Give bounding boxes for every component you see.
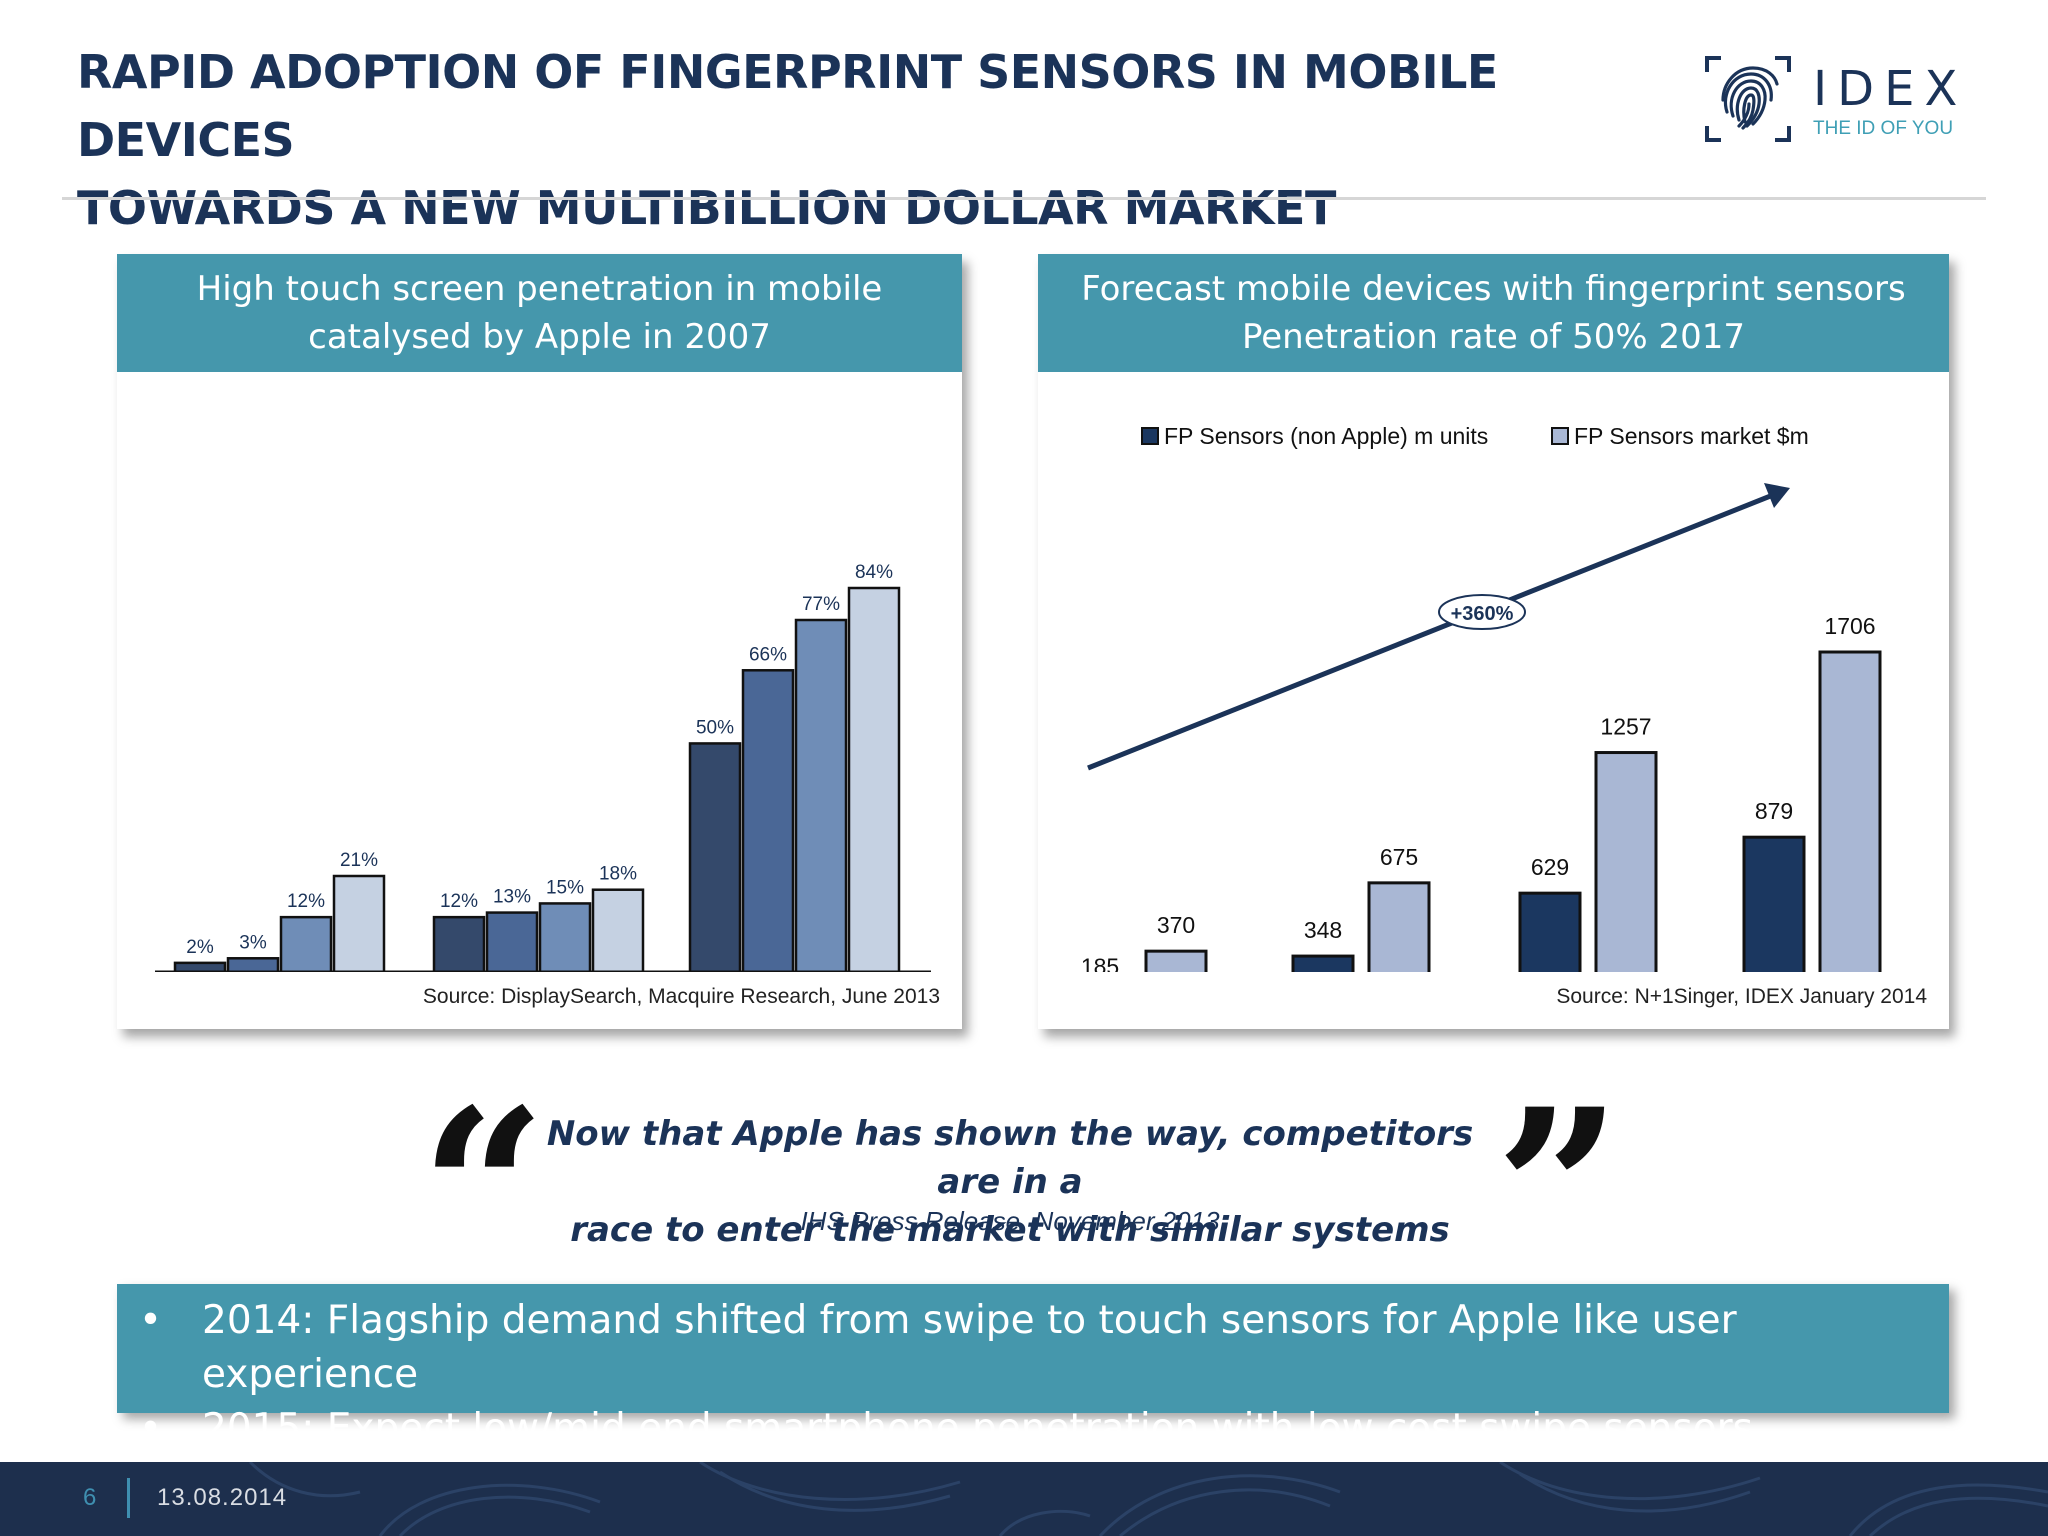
- key-point: 2015: Expect low/mid end smartphone pene…: [117, 1402, 1949, 1456]
- fingerprint-forecast-chart: 1853702014E3486752015E62912572016E879170…: [1081, 423, 1882, 972]
- quote-text: Now that Apple has shown the way, compet…: [510, 1110, 1510, 1254]
- data-label: 84%: [855, 562, 893, 583]
- fingerprint-forecast-panel: Forecast mobile devices with fingerprint…: [1038, 254, 1949, 1029]
- logo-wordmark: IDEX: [1813, 61, 1968, 117]
- data-label: 3%: [239, 932, 267, 953]
- data-label: 66%: [749, 644, 787, 665]
- bar-mobile-phone-2012: [741, 669, 795, 972]
- fingerprint-forecast-source: Source: N+1Singer, IDEX January 2014: [1556, 985, 1927, 1008]
- title-divider: [62, 197, 1986, 200]
- data-label: 15%: [546, 877, 584, 898]
- data-label: 879: [1755, 798, 1793, 824]
- key-points-box: 2014: Flagship demand shifted from swipe…: [117, 1284, 1949, 1456]
- bar-mobile-phone-2014: [847, 586, 901, 972]
- bar-2017E-series-1: [1742, 835, 1806, 972]
- data-label: 18%: [599, 864, 637, 885]
- growth-arrow-line: [1087, 490, 1779, 771]
- page-number: 6: [83, 1484, 97, 1511]
- bar-2014E-series-2: [1144, 949, 1208, 972]
- footer-date: 13.08.2014: [157, 1484, 288, 1511]
- data-label: 21%: [340, 850, 378, 871]
- bar-notebook-2014: [332, 874, 386, 972]
- data-label: 2%: [186, 937, 214, 958]
- growth-arrow-head-icon: [1764, 483, 1790, 508]
- legend-label: FP Sensors (non Apple) m units: [1164, 423, 1488, 449]
- quote-block: “ ” Now that Apple has shown the way, co…: [420, 1080, 1630, 1300]
- fingerprint-forecast-header-line-2: Penetration rate of 50% 2017: [1241, 317, 1746, 357]
- open-quote-icon: “: [420, 1060, 547, 1319]
- bar-notebook-2013: [279, 915, 333, 972]
- legend-label: FP Sensors market $m: [1574, 423, 1809, 449]
- touch-penetration-chart: 2%3%12%21%Notebook12%13%15%18%All-in-one…: [155, 562, 931, 972]
- key-point: 2014: Flagship demand shifted from swipe…: [117, 1294, 1949, 1402]
- slide-title-line-1: RAPID ADOPTION OF FINGERPRINT SENSORS IN…: [77, 45, 1498, 167]
- fingerprint-forecast-header-line-1: Forecast mobile devices with fingerprint…: [1081, 269, 1906, 309]
- bar-2016E-series-2: [1594, 751, 1658, 972]
- bar-all-in-one-2012: [485, 911, 539, 972]
- idex-logo: IDEX THE ID OF YOU: [1703, 54, 1957, 144]
- data-label: 185: [1081, 954, 1119, 972]
- logo-tagline: THE ID OF YOU: [1813, 118, 1954, 139]
- data-label: 50%: [696, 717, 734, 738]
- slide-footer: 6 13.08.2014: [0, 1462, 2048, 1536]
- data-label: 629: [1531, 854, 1569, 880]
- legend-swatch-series-1: [1141, 427, 1159, 445]
- quote-line-2: race to enter the market with similar sy…: [570, 1210, 1450, 1250]
- bar-2015E-series-1: [1291, 954, 1355, 972]
- fingerprint-forecast-header: Forecast mobile devices with fingerprint…: [1038, 254, 1949, 372]
- quote-citation: IHS Press Release, November 2013: [800, 1206, 1220, 1236]
- growth-annotation-oval: [1438, 594, 1526, 630]
- bar-notebook-2012: [226, 957, 280, 972]
- slide-title-line-2: TOWARDS A NEW MULTIBILLION DOLLAR MARKET: [77, 181, 1336, 235]
- touch-penetration-source: Source: DisplaySearch, Macquire Research…: [422, 985, 940, 1008]
- touch-penetration-panel: High touch screen penetration in mobile …: [117, 254, 962, 1029]
- close-quote-icon: ”: [1495, 1060, 1622, 1319]
- bar-mobile-phone-2013: [794, 618, 848, 972]
- legend-swatch-series-2: [1551, 427, 1569, 445]
- data-label: 675: [1380, 844, 1418, 870]
- data-label: 370: [1157, 912, 1195, 938]
- bar-all-in-one-2013: [538, 902, 592, 972]
- bar-2017E-series-2: [1818, 650, 1882, 972]
- footer-separator: [127, 1478, 130, 1518]
- bar-all-in-one-2014: [591, 888, 645, 972]
- growth-annotation: +360%: [1451, 603, 1514, 625]
- data-label: 1257: [1600, 714, 1651, 740]
- data-label: 1706: [1824, 613, 1875, 639]
- data-label: 348: [1304, 917, 1342, 943]
- bar-2015E-series-2: [1367, 881, 1431, 972]
- fingerprint-icon: [1705, 56, 1791, 142]
- bar-all-in-one-2011: [432, 915, 486, 972]
- data-label: 13%: [493, 887, 531, 908]
- touch-penetration-header-line-2: catalysed by Apple in 2007: [308, 317, 771, 357]
- quote-line-1: Now that Apple has shown the way, compet…: [546, 1114, 1474, 1202]
- bar-2016E-series-1: [1518, 891, 1582, 972]
- slide-title: RAPID ADOPTION OF FINGERPRINT SENSORS IN…: [77, 38, 1637, 242]
- bar-mobile-phone-2011: [688, 742, 742, 972]
- touch-penetration-header: High touch screen penetration in mobile …: [117, 254, 962, 372]
- fingerprint-pattern-background: [248, 1462, 2048, 1536]
- data-label: 77%: [802, 594, 840, 615]
- data-label: 12%: [440, 891, 478, 912]
- data-label: 12%: [287, 891, 325, 912]
- touch-penetration-header-line-1: High touch screen penetration in mobile: [196, 269, 883, 309]
